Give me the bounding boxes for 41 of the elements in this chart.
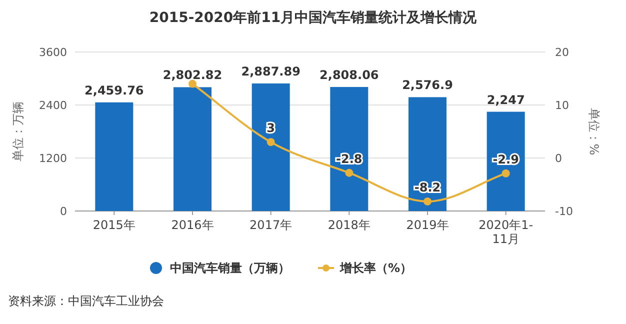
bar: [252, 83, 290, 211]
data-label: -8.2: [414, 180, 441, 194]
y2-tick-label: 0: [555, 152, 562, 165]
legend-中国汽车销量（万辆）: 中国汽车销量（万辆）: [150, 261, 290, 275]
bar: [486, 112, 525, 211]
y-tick-label: 3600: [39, 46, 67, 59]
point: [424, 197, 432, 206]
data-label: 2,802.82: [162, 68, 222, 82]
bar: [95, 102, 134, 211]
bar: [408, 97, 446, 211]
point: [502, 169, 510, 178]
data-label: 2,459.76: [84, 83, 144, 98]
text: 资料来源：中国汽车工业协会: [8, 294, 164, 308]
data-label: 2,887.89: [241, 64, 300, 78]
x-tick-label: 2020年1-11月: [478, 218, 534, 246]
y-tick-label: 1200: [39, 152, 67, 165]
point: [266, 138, 275, 146]
x-tick-label: 2017年: [250, 218, 292, 232]
data-label: 2,247: [486, 92, 525, 107]
y2-axis-title: 单位：%: [587, 108, 601, 156]
x-tick-label: 2019年: [406, 218, 449, 232]
y2-tick-label: 20: [555, 46, 569, 59]
data-label: 2,808.06: [320, 68, 379, 82]
x-tick-label: 2018年: [328, 218, 370, 232]
chart-title: 2015-2020年前11月中国汽车销量统计及增长情况: [149, 9, 478, 26]
data-label: 2,576.9: [402, 78, 453, 92]
bar: [174, 87, 212, 211]
legend-label: 增长率（%）: [339, 261, 412, 275]
data-label: 3: [266, 121, 276, 136]
y-axis-title: 单位：万辆: [11, 102, 25, 162]
point: [345, 168, 354, 177]
legend-增长率（%）: 增长率（%）: [318, 261, 412, 275]
bar: [330, 86, 368, 211]
y2-tick-label: -10: [555, 205, 573, 218]
y-tick-label: 2400: [39, 99, 67, 112]
data-label: -2.8: [336, 152, 362, 166]
x-tick-label: 2015年: [92, 218, 136, 232]
y-tick-label: 0: [60, 205, 67, 218]
x-tick-label: 2016年: [171, 218, 214, 232]
data-label: -2.9: [492, 152, 519, 166]
y2-tick-label: 10: [555, 99, 569, 112]
